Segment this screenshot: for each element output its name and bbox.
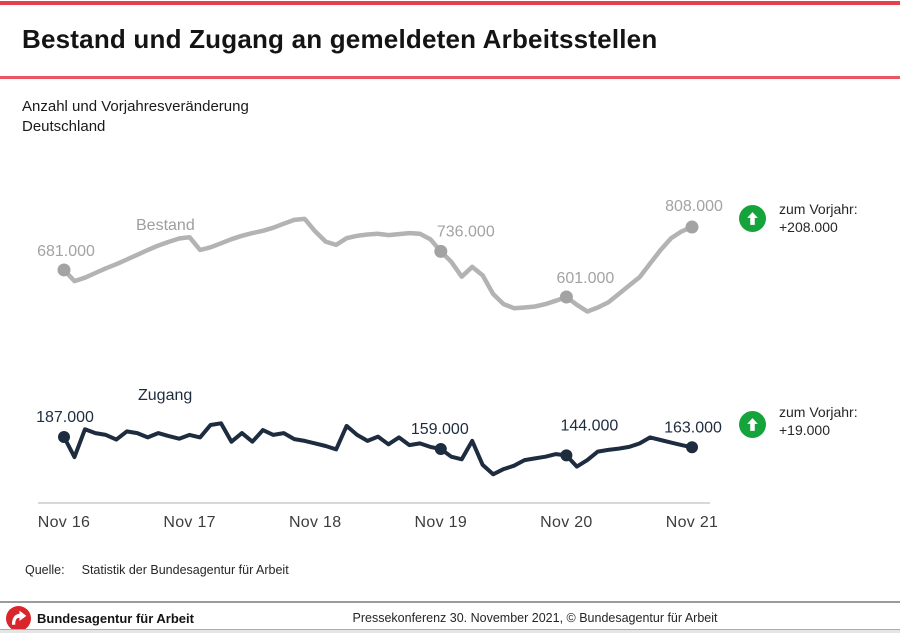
bundesagentur-logo-icon [6,606,31,631]
bottom-strip [0,629,900,633]
bestand-yoy-text: zum Vorjahr: +208.000 [779,200,858,236]
axis-tick-label: Nov 21 [666,514,719,531]
zugang-series-label: Zugang [138,387,192,404]
axis-tick-label: Nov 19 [415,514,468,531]
bestand-marker [434,244,448,258]
top-accent-bar [0,1,900,5]
bestand-marker [57,263,71,277]
up-arrow-glyph [747,418,758,431]
zugang-marker [560,449,573,462]
bestand-value-label: 808.000 [665,198,723,215]
axis-tick-label: Nov 18 [289,514,342,531]
bestand-value-label: 681.000 [37,243,95,260]
yoy-value: +208.000 [779,219,838,235]
bestand-series-label: Bestand [136,217,195,234]
footer-org-name: Bundesagentur für Arbeit [37,611,194,626]
zugang-value-label: 163.000 [664,419,722,436]
up-arrow-icon [739,205,766,232]
zugang-marker [434,443,447,456]
axis-tick-label: Nov 17 [163,514,216,531]
source-text: Statistik der Bundesagentur für Arbeit [81,563,289,577]
zugang-marker [686,441,698,454]
title-divider [0,76,900,79]
source-line: Quelle: Statistik der Bundesagentur für … [25,563,289,577]
page-title: Bestand und Zugang an gemeldeten Arbeits… [22,24,658,54]
bestand-value-label: 601.000 [556,270,614,287]
source-prefix: Quelle: [25,563,65,577]
bestand-marker [559,290,573,304]
zugang-marker [58,431,70,443]
yoy-label: zum Vorjahr: [779,404,858,420]
zugang-yoy-text: zum Vorjahr: +19.000 [779,403,858,439]
zugang-yoy-annotation: zum Vorjahr: +19.000 [739,403,858,439]
up-arrow-glyph [747,212,758,225]
zugang-value-label: 187.000 [36,409,94,426]
bestand-yoy-annotation: zum Vorjahr: +208.000 [739,200,858,236]
footer-press-note: Pressekonferenz 30. November 2021, © Bun… [352,611,718,625]
axis-tick-label: Nov 16 [38,514,91,531]
up-arrow-icon [739,411,766,438]
subtitle-line1: Anzahl und Vorjahresveränderung [22,98,249,115]
subtitle-line2: Deutschland [22,118,106,135]
footer-separator [0,601,900,603]
bestand-marker [685,220,699,234]
yoy-value: +19.000 [779,422,830,438]
bestand-value-label: 736.000 [437,223,495,240]
zugang-line [62,421,694,477]
zugang-value-label: 159.000 [411,421,469,438]
axis-tick-label: Nov 20 [540,514,593,531]
chart-subtitle: Anzahl und Vorjahresveränderung Deutschl… [22,97,249,137]
bestand-line [61,216,695,314]
yoy-label: zum Vorjahr: [779,201,858,217]
zugang-value-label: 144.000 [560,417,618,434]
